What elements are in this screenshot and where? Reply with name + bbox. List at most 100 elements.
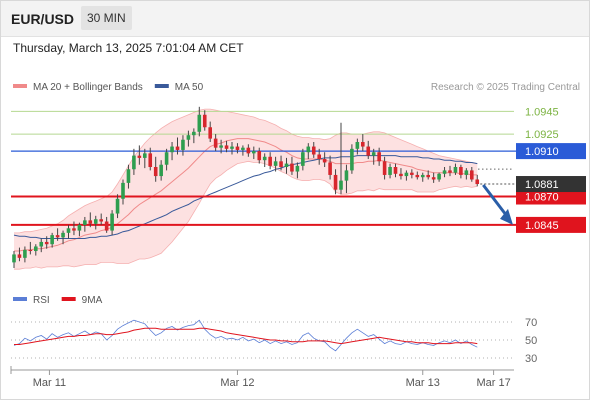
candle xyxy=(333,174,338,190)
candle xyxy=(284,163,289,167)
candle xyxy=(126,169,131,183)
candle xyxy=(437,173,441,180)
candle xyxy=(17,254,22,258)
rsi-tick-label: 30 xyxy=(525,353,537,365)
candle xyxy=(55,235,60,238)
candle xyxy=(219,145,223,148)
candle xyxy=(170,146,174,153)
candle xyxy=(426,174,430,178)
candle xyxy=(371,152,376,156)
candle xyxy=(192,131,196,136)
candle xyxy=(388,166,392,175)
candle xyxy=(420,174,425,178)
candle xyxy=(50,235,54,245)
candle xyxy=(143,153,147,158)
candle xyxy=(415,174,420,178)
candle xyxy=(355,142,360,149)
candle xyxy=(121,182,125,199)
candle xyxy=(202,114,207,128)
symbol-label: EUR/USD xyxy=(11,11,75,27)
ma20-line xyxy=(14,138,478,252)
candle xyxy=(115,198,120,214)
bollinger-band xyxy=(14,109,478,270)
current-price-box xyxy=(516,176,586,193)
candle xyxy=(208,127,212,139)
rsi-tick-label: 50 xyxy=(525,335,537,347)
candle xyxy=(137,155,142,158)
candle xyxy=(431,177,436,180)
candle xyxy=(230,146,234,149)
bb-upper-line xyxy=(14,108,478,234)
candle xyxy=(132,155,136,170)
current-price-label: 1.0881 xyxy=(525,179,559,191)
candle xyxy=(148,153,153,167)
candle xyxy=(39,241,44,247)
candle xyxy=(464,170,469,175)
candle xyxy=(72,228,76,231)
support-label-box xyxy=(516,216,586,233)
candle xyxy=(213,138,218,148)
timeframe-button[interactable]: 30 MIN xyxy=(81,6,132,30)
candle xyxy=(366,146,371,156)
pivot-label-box xyxy=(516,143,586,160)
credit-label: Research © 2025 Trading Central xyxy=(431,82,580,93)
candle xyxy=(23,249,27,258)
candle xyxy=(361,142,365,147)
candle xyxy=(34,246,38,252)
rsi-legend-swatch xyxy=(13,297,27,301)
candle xyxy=(88,220,93,224)
candle xyxy=(377,152,381,162)
candle xyxy=(399,173,403,177)
rsi-tick-label: 70 xyxy=(525,317,537,329)
candle xyxy=(44,241,49,245)
candle xyxy=(153,166,158,177)
x-tick-label: Mar 13 xyxy=(406,377,440,389)
candle xyxy=(159,164,163,177)
candle xyxy=(393,166,398,174)
candle xyxy=(28,249,33,252)
target-label: 1.0925 xyxy=(525,129,559,141)
candle xyxy=(350,148,354,171)
candle xyxy=(459,166,463,175)
candle xyxy=(344,170,349,181)
candle xyxy=(262,156,267,161)
legend-label: MA 20 + Bollinger Bands xyxy=(33,82,143,93)
legend-label: MA 50 xyxy=(175,82,204,93)
datetime-label: Thursday, March 13, 2025 7:01:04 AM CET xyxy=(13,41,244,55)
candle xyxy=(61,232,65,238)
forecast-arrow xyxy=(482,184,508,216)
candle xyxy=(311,146,316,155)
candle xyxy=(99,219,103,222)
candle xyxy=(241,147,245,150)
support-label: 1.0870 xyxy=(525,192,559,204)
candles xyxy=(12,106,480,269)
candle xyxy=(295,165,300,172)
pivot-label: 1.0910 xyxy=(525,146,559,158)
candle xyxy=(339,180,343,190)
rsi-legend-label: 9MA xyxy=(82,295,103,306)
candle xyxy=(224,145,229,149)
candle xyxy=(164,152,169,165)
candle xyxy=(317,154,321,160)
x-tick-label: Mar 11 xyxy=(33,377,66,389)
target-label: 1.0945 xyxy=(525,106,559,118)
candle xyxy=(290,163,294,172)
candle xyxy=(197,114,202,132)
candle xyxy=(93,219,98,224)
forecast-arrow-head xyxy=(500,208,513,225)
candle xyxy=(83,220,87,225)
x-tick-label: Mar 17 xyxy=(476,377,510,389)
candle xyxy=(306,146,311,153)
legend-swatch xyxy=(154,84,169,88)
candle xyxy=(410,172,414,175)
bb-lower-line xyxy=(14,160,478,270)
rsi-legend-swatch xyxy=(61,297,76,301)
rsi-ma-line xyxy=(14,327,478,345)
candle xyxy=(175,146,180,150)
legend: MA 20 + Bollinger Bands MA 50 xyxy=(13,82,204,93)
ma50-line xyxy=(13,155,478,239)
x-tick-label: Mar 12 xyxy=(220,377,254,389)
candle xyxy=(322,159,327,163)
candle xyxy=(252,151,256,154)
